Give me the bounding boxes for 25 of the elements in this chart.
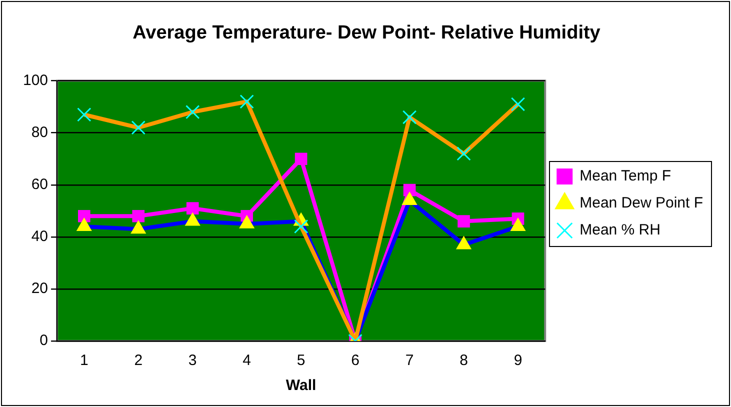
x-tick-label: 1 [80, 352, 88, 370]
y-tick-label: 80 [31, 124, 48, 141]
point [458, 215, 470, 228]
legend-label: Mean Dew Point F [580, 194, 704, 212]
x-tick-label: 7 [405, 352, 414, 370]
point [186, 202, 199, 214]
y-tick-label: 60 [31, 176, 48, 194]
y-tick-label: 20 [31, 280, 48, 298]
y-tick-label: 100 [22, 72, 48, 89]
x-tick-label: 3 [188, 352, 197, 370]
legend-label: Mean % RH [580, 222, 660, 239]
y-tick-label: 0 [40, 332, 48, 350]
x-axis-title: Wall [286, 377, 316, 394]
point [78, 210, 90, 222]
x-tick-label: 9 [514, 352, 522, 370]
x-tick-label: 5 [296, 352, 306, 370]
x-tick-label: 6 [351, 352, 360, 370]
x-tick-label: 8 [460, 352, 468, 370]
point [132, 210, 145, 222]
y-tick-label: 40 [31, 228, 48, 246]
point [294, 152, 308, 166]
x-tick-label: 2 [134, 352, 143, 370]
chart-title: Average Temperature- Dew Point- Relative Humidity [132, 22, 601, 44]
legend-label: Mean Temp F [580, 168, 672, 185]
x-tick-label: 4 [242, 352, 252, 370]
